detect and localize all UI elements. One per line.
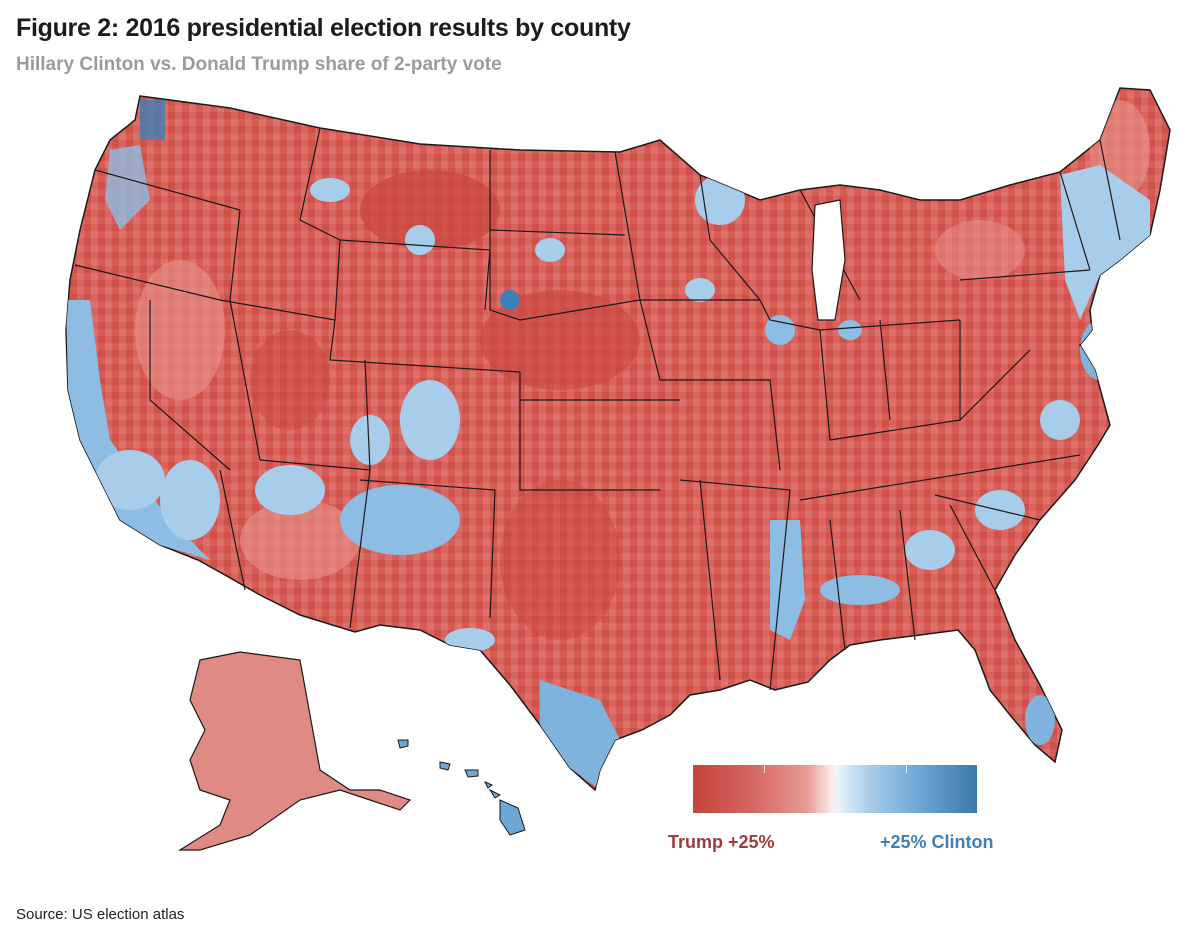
legend-color-scale (693, 765, 977, 813)
county-color-patches (66, 100, 1150, 790)
legend-tick (835, 765, 836, 773)
figure-title: Figure 2: 2016 presidential election res… (16, 14, 631, 42)
continental-us (65, 87, 1171, 792)
legend-trump-label: Trump +25% (668, 832, 775, 852)
lake-michigan (811, 199, 846, 321)
source-note: Source: US election atlas (16, 906, 185, 923)
continental-us-shape (65, 87, 1171, 792)
legend-clinton-label: +25% Clinton (880, 832, 994, 852)
alaska (177, 651, 412, 851)
hawaii (397, 739, 526, 836)
legend-tick (764, 765, 765, 773)
legend-tick (906, 765, 907, 773)
figure-subtitle: Hillary Clinton vs. Donald Trump share o… (16, 54, 502, 75)
